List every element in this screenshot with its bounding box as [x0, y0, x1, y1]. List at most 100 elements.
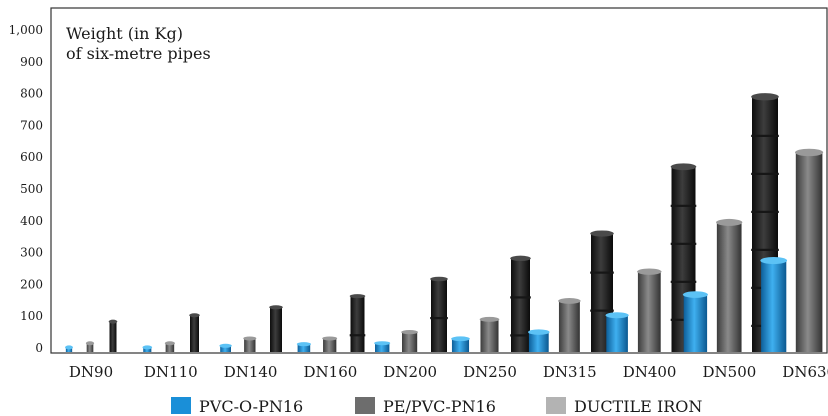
pipe-ring: [751, 248, 779, 251]
bar-dn630-series-2: [795, 148, 824, 352]
x-tick-label-dn140: DN140: [224, 363, 278, 381]
pipe-ring: [751, 172, 779, 175]
bar-dn90-series-2: [85, 341, 95, 352]
bar-dn90-series-3: [108, 319, 118, 352]
bar-cap: [374, 341, 391, 346]
legend-label: PE/PVC-PN16: [383, 397, 496, 416]
bar-dn140-series-2: [243, 336, 257, 352]
bar-dn315-series-1: [528, 329, 550, 352]
bar-body: [350, 296, 365, 352]
y-axis-ticks: 0 100 200 300 400 500 600 700 800 900 1,000: [9, 23, 43, 355]
x-tick-label-dn110: DN110: [144, 363, 198, 381]
bar-cap: [760, 257, 788, 265]
bar-cap: [269, 305, 283, 310]
bar-body: [431, 278, 447, 352]
bar-cap: [670, 163, 697, 171]
bar-cap: [751, 93, 779, 101]
bar-dn500-series-2: [716, 218, 743, 352]
bar-body: [220, 345, 231, 352]
bar-dn140-series-3: [269, 305, 283, 352]
bar-body: [143, 347, 152, 352]
bar-body: [480, 319, 499, 352]
legend-label: PVC-O-PN16: [199, 397, 303, 416]
bar-dn200-series-2: [401, 329, 418, 352]
bar-body: [402, 332, 418, 352]
bar-cap: [605, 312, 629, 319]
x-tick-label-dn315: DN315: [543, 363, 597, 381]
bar-dn90-series-1: [65, 345, 73, 352]
bar-dn140-series-1: [219, 343, 232, 352]
bar-cap: [142, 345, 153, 350]
bar-body: [637, 271, 661, 352]
bar-dn110-series-2: [164, 341, 175, 352]
pipe-ring: [670, 280, 697, 283]
bar-cap: [219, 343, 232, 348]
bar-body: [558, 300, 580, 352]
bar-cap: [296, 342, 311, 347]
bar-cap: [590, 230, 614, 237]
bar-body: [86, 343, 94, 352]
y-tick-label: 100: [20, 309, 43, 323]
chart-title: Weight (in Kg): [66, 24, 183, 43]
bar-cap: [510, 255, 531, 261]
bar-body: [323, 338, 337, 352]
bar-cap: [108, 319, 118, 324]
bar-body: [606, 315, 628, 352]
pipe-ring: [349, 334, 366, 337]
y-tick-label: 200: [20, 277, 43, 291]
bar-cap: [189, 313, 200, 318]
bar-cap: [243, 336, 257, 341]
bar-body: [451, 338, 470, 352]
bar-cap: [795, 148, 824, 157]
bar-body: [511, 258, 530, 352]
legend-swatch: [355, 397, 375, 414]
bar-dn160-series-2: [322, 336, 338, 352]
bar-body: [244, 338, 256, 352]
pipe-ring: [751, 134, 779, 137]
bar-dn200-series-1: [374, 341, 391, 352]
pipe-ring: [670, 318, 697, 321]
bar-body: [761, 260, 787, 352]
x-tick-label-dn90: DN90: [69, 363, 113, 381]
bar-dn315-series-2: [558, 298, 581, 352]
bar-body: [297, 344, 311, 352]
bar-body: [109, 321, 117, 352]
bar-dn400-series-2: [637, 268, 662, 352]
bar-cap: [65, 345, 73, 350]
y-tick-label: 600: [20, 150, 43, 164]
x-tick-label-dn160: DN160: [304, 363, 358, 381]
x-axis-labels: DN90 DN110 DN140 DN160 DN200 DN250 DN315 DN400 D…: [69, 363, 828, 381]
bars-group: [65, 93, 824, 352]
y-tick-label: 400: [20, 214, 43, 228]
bar-dn500-series-1: [682, 291, 708, 352]
x-tick-label-dn400: DN400: [623, 363, 677, 381]
bar-dn250-series-3: [510, 255, 531, 352]
bar-dn250-series-1: [451, 336, 470, 352]
pipe-ring: [670, 204, 697, 207]
y-tick-label: 0: [35, 341, 43, 355]
bar-body: [270, 307, 282, 352]
pipe-ring: [510, 334, 531, 337]
bar-dn110-series-1: [142, 345, 153, 352]
legend-label: DUCTILE IRON: [574, 397, 702, 416]
legend: PVC-O-PN16 PE/PVC-PN16 DUCTILE IRON: [171, 397, 702, 416]
bar-dn200-series-3: [430, 276, 448, 352]
pipe-ring: [670, 242, 697, 245]
bar-cap: [430, 276, 448, 282]
y-tick-label: 1,000: [9, 23, 43, 37]
pipe-ring: [430, 316, 448, 320]
bar-cap: [451, 336, 470, 342]
bar-body: [683, 294, 708, 352]
y-tick-label: 300: [20, 246, 43, 260]
pipe-ring: [751, 210, 779, 213]
bar-dn250-series-2: [479, 316, 500, 352]
x-tick-label-dn200: DN200: [383, 363, 437, 381]
bar-dn160-series-1: [296, 342, 311, 352]
pipe-ring: [510, 296, 531, 299]
y-tick-label: 900: [20, 55, 43, 69]
bar-dn160-series-3: [349, 294, 366, 352]
pipe-ring: [590, 271, 614, 274]
bar-cap: [716, 218, 743, 226]
bar-body: [65, 347, 73, 352]
